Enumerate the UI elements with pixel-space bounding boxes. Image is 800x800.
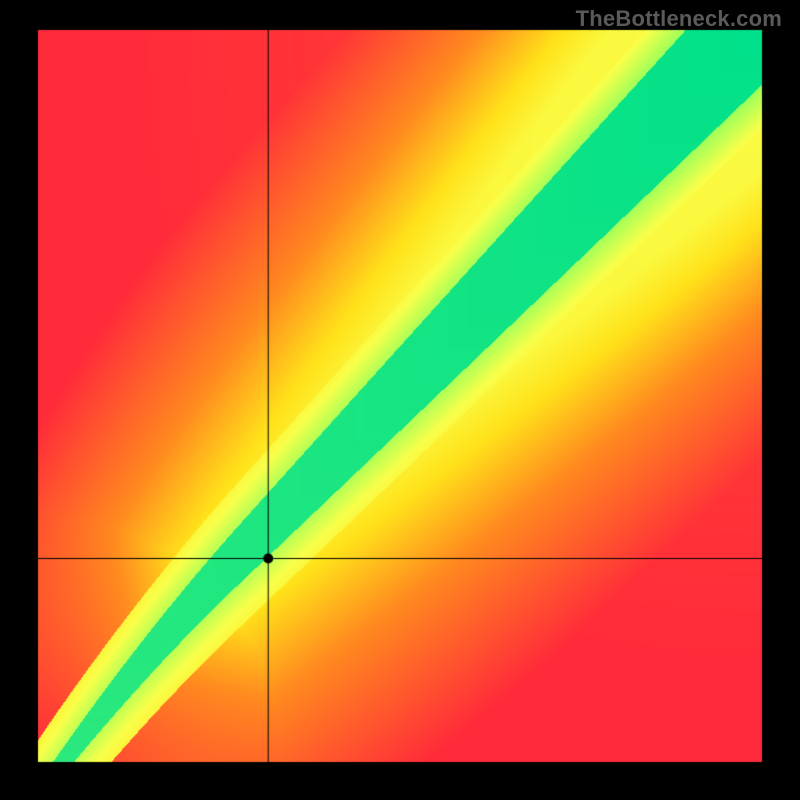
chart-container: TheBottleneck.com [0, 0, 800, 800]
watermark-text: TheBottleneck.com [576, 6, 782, 32]
bottleneck-heatmap-canvas [0, 0, 800, 800]
